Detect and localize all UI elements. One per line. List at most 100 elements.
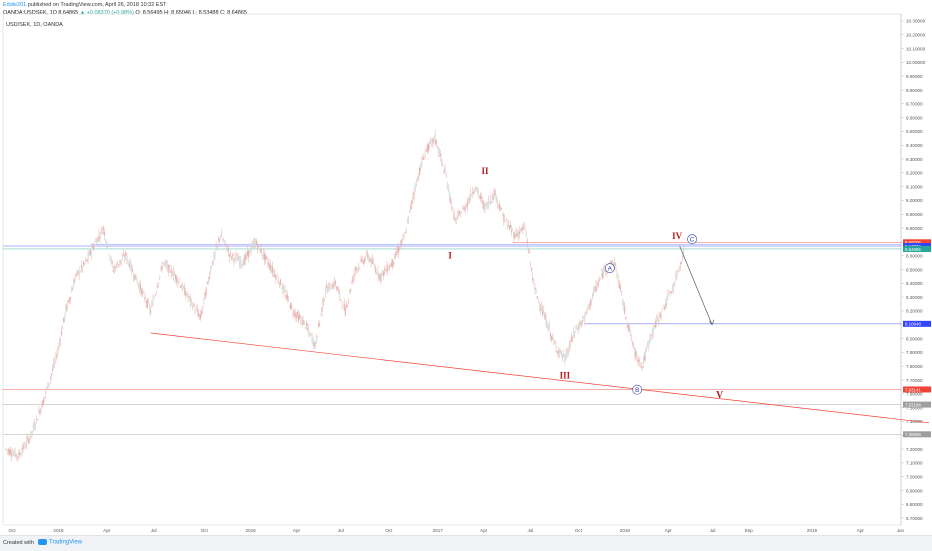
candle-body (366, 252, 368, 254)
candle-body (293, 310, 295, 317)
candle-body (172, 271, 174, 278)
x-tick-label: Apr (103, 528, 111, 533)
candle-body (175, 274, 177, 280)
candle-body (611, 261, 614, 264)
ohlc-values: O: 8.56495 H: 8.65046 L: 8.53488 C: 8.64… (135, 10, 247, 16)
candle-body (163, 262, 165, 264)
candle-body (34, 425, 37, 427)
candle-body (321, 306, 323, 313)
candle-body (414, 184, 416, 189)
candle-body (221, 233, 223, 238)
candle-body (644, 351, 647, 359)
y-tick-label: 8.20000 (906, 309, 923, 314)
candle-body (666, 302, 668, 305)
candle-body (275, 275, 277, 280)
candle-body (538, 306, 540, 307)
candle-body (170, 269, 172, 274)
wave-label-ii: II (482, 166, 490, 176)
candle-body (376, 273, 378, 275)
candle-body (261, 254, 263, 256)
candle-body (353, 274, 355, 276)
y-tick-label: 9.20000 (906, 171, 923, 176)
candle-body (553, 340, 555, 342)
candle-body (14, 450, 16, 457)
candle-body (454, 219, 456, 220)
y-tick-label: 7.00000 (906, 474, 923, 479)
candle-body (155, 291, 157, 293)
candle-body (202, 307, 204, 308)
candle-body (39, 410, 41, 414)
candle-body (65, 307, 67, 313)
candle-body (464, 206, 466, 211)
candle-body (458, 211, 461, 214)
candle-body (470, 192, 472, 200)
candle-body (189, 297, 192, 303)
candle-body (47, 382, 49, 390)
candle-body (589, 300, 591, 305)
candle-body (78, 269, 80, 275)
candle-body (51, 369, 54, 371)
candle-body (320, 313, 322, 314)
candle-body (488, 201, 491, 204)
candle-body (83, 261, 85, 265)
candle-body (158, 282, 160, 284)
candle-body (676, 275, 678, 279)
candle-body (116, 263, 118, 265)
candle-body (642, 361, 644, 365)
candle-body (635, 351, 637, 358)
candle-body (308, 328, 310, 332)
candle-body (25, 440, 28, 445)
candle-body (125, 252, 127, 257)
candle-body (407, 216, 410, 222)
candle-body (372, 262, 375, 264)
candle-body (64, 314, 66, 319)
candle-body (668, 291, 670, 293)
tradingview-logo[interactable]: TradingView (38, 539, 82, 546)
candle-body (80, 265, 83, 268)
candle-body (641, 366, 643, 369)
candle-body (593, 289, 595, 294)
candle-body (441, 158, 443, 162)
candle-body (667, 294, 669, 300)
candle-body (475, 187, 477, 191)
candle-body (79, 271, 81, 273)
candle-body (465, 205, 467, 207)
candle-body (585, 311, 587, 314)
candle-body (482, 200, 484, 205)
x-tick-label: 2016 (246, 528, 257, 533)
candle-body (621, 301, 624, 303)
author-link[interactable]: Eddie201 (3, 2, 27, 8)
candle-body (114, 267, 117, 271)
candle-body (218, 238, 221, 242)
candle-body (198, 314, 201, 316)
candle-body (430, 141, 432, 142)
candle-body (225, 243, 227, 246)
candle-body (491, 201, 493, 203)
candle-body (242, 263, 244, 267)
y-tick-label: 7.20000 (906, 447, 923, 452)
candle-body (167, 264, 169, 269)
y-tick-label: 8.30000 (906, 295, 923, 300)
price-chart[interactable]: 10.30000 10.20000 10.10000 10.00000 9.90000 9… (0, 0, 932, 535)
candle-body (151, 303, 153, 305)
candle-body (324, 292, 326, 293)
candle-body (322, 298, 324, 306)
candle-body (506, 223, 508, 229)
candle-body (359, 267, 361, 268)
candle-body (307, 328, 309, 329)
wave-label-iii: III (560, 371, 571, 381)
candle-body (586, 310, 588, 311)
candle-body (313, 342, 315, 347)
candle-body (219, 236, 222, 238)
candle-body (177, 281, 179, 284)
candle-body (101, 231, 103, 235)
candle-body (153, 298, 155, 299)
candle-body (196, 309, 198, 313)
candle-body (297, 314, 300, 322)
candle-body (574, 331, 576, 334)
candle-body (672, 285, 675, 290)
candle-body (364, 259, 367, 260)
candle-body (513, 232, 515, 238)
candle-body (472, 191, 474, 194)
y-tick-label: 9.60000 (906, 115, 923, 120)
